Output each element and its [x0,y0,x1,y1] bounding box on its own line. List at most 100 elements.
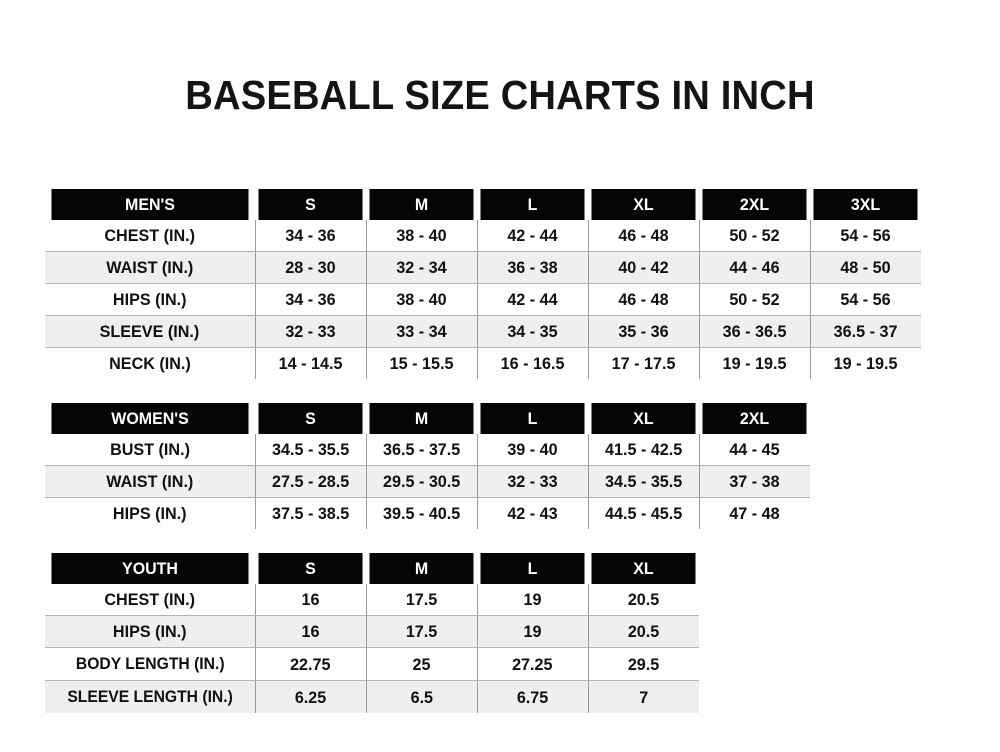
measurement-value: 17 - 17.5 [611,354,676,373]
table-title-youth: YOUTH [51,553,249,584]
measurement-cell: 16 - 16.5 [476,347,589,379]
measurement-value: 34 - 36 [285,290,336,309]
table-header-row: WOMEN'S S M L XL 2XL [45,403,810,434]
measurement-cell: 46 - 48 [587,220,700,252]
measurement-value: 16 [301,590,320,609]
row-label-cell: NECK (IN.) [45,347,256,379]
measurement-cell: 54 - 56 [809,283,921,316]
measurement-value: 27.25 [512,654,553,674]
measurement-value: 34 - 36 [285,226,336,245]
measurement-cell: 29.5 - 30.5 [365,465,478,498]
measurement-value: 19 - 19.5 [722,354,787,373]
measurement-cell: 19 [476,615,589,648]
measurement-cell: 44 - 45 [698,434,810,466]
measurement-value: 42 - 44 [507,226,558,245]
row-label-cell: SLEEVE LENGTH (IN.) [45,680,256,713]
column-header-xl: XL [591,403,696,434]
table-row: WAIST (IN.) 28 - 30 32 - 34 36 - 38 40 - 42 4… [45,251,921,284]
measurement-value: 34.5 - 35.5 [271,440,350,459]
column-header-2xl: 2XL [702,403,807,434]
measurement-cell: 41.5 - 42.5 [587,434,700,466]
size-charts-container: MEN'S S M L XL 2XL 3XL CHEST (IN.) 34 - 36 38 - 4… [45,189,921,713]
measurement-cell: 34 - 35 [476,315,589,348]
measurement-cell: 54 - 56 [809,220,921,252]
table-row: CHEST (IN.) 16 17.5 19 20.5 [45,584,699,616]
measurement-value: 6.75 [516,687,549,707]
measurement-cell: 39.5 - 40.5 [365,497,478,529]
measurement-value: 27.5 - 28.5 [271,472,350,491]
measurement-cell: 20.5 [587,615,699,648]
row-label-text: HIPS (IN.) [112,290,187,309]
measurement-cell: 7 [587,680,699,713]
measurement-value: 15 - 15.5 [389,354,454,373]
table-row: SLEEVE (IN.) 32 - 33 33 - 34 34 - 35 35 - 36… [45,315,921,348]
measurement-value: 14 - 14.5 [278,354,343,373]
row-label-text: HIPS (IN.) [112,504,187,523]
measurement-cell: 16 [254,584,367,616]
row-label-text: HIPS (IN.) [112,622,187,641]
measurement-cell: 36.5 - 37.5 [365,434,478,466]
measurement-value: 20.5 [628,590,660,609]
measurement-cell: 19 - 19.5 [809,347,921,379]
measurement-cell: 32 - 33 [476,465,589,498]
measurement-value: 32 - 33 [285,322,336,341]
measurement-value: 38 - 40 [396,226,447,245]
measurement-cell: 34 - 36 [254,283,367,316]
column-header-l: L [480,553,585,584]
measurement-cell: 17.5 [365,615,478,648]
measurement-cell: 35 - 36 [587,315,700,348]
measurement-cell: 39 - 40 [476,434,589,466]
measurement-value: 17.5 [405,622,438,641]
size-table-womens: WOMEN'S S M L XL 2XL BUST (IN.) 34.5 - 35.5 36.5… [45,403,810,529]
measurement-cell: 38 - 40 [365,220,478,252]
measurement-cell: 40 - 42 [587,251,700,284]
measurement-cell: 25 [365,647,478,681]
column-header-2xl: 2XL [702,189,807,220]
measurement-cell: 36 - 36.5 [698,315,811,348]
row-label-text: BODY LENGTH (IN.) [75,655,225,673]
measurement-cell: 36 - 38 [476,251,589,284]
measurement-value: 32 - 34 [396,258,447,277]
measurement-cell: 47 - 48 [698,497,810,529]
measurement-cell: 44.5 - 45.5 [587,497,700,529]
measurement-cell: 27.5 - 28.5 [254,465,367,498]
table-row: HIPS (IN.) 37.5 - 38.5 39.5 - 40.5 42 - 43 4… [45,497,810,529]
measurement-value: 50 - 52 [729,290,780,309]
measurement-value: 25 [412,654,431,674]
measurement-value: 28 - 30 [285,258,336,277]
measurement-cell: 27.25 [476,647,589,681]
row-label-cell: CHEST (IN.) [45,220,256,252]
column-header-m: M [369,553,474,584]
table-row: BODY LENGTH (IN.) 22.75 25 27.25 29.5 [45,647,699,681]
measurement-value: 48 - 50 [840,258,891,277]
measurement-value: 37.5 - 38.5 [271,504,350,523]
measurement-value: 16 [301,622,320,641]
row-label-cell: SLEEVE (IN.) [45,315,256,348]
measurement-value: 46 - 48 [618,226,669,245]
measurement-cell: 50 - 52 [698,283,811,316]
measurement-cell: 6.5 [365,680,478,713]
row-label-text: WAIST (IN.) [106,258,194,277]
measurement-value: 34.5 - 35.5 [604,472,683,491]
measurement-value: 20.5 [628,622,660,641]
measurement-cell: 22.75 [254,647,367,681]
row-label-cell: HIPS (IN.) [45,615,256,648]
table-row: SLEEVE LENGTH (IN.) 6.25 6.5 6.75 7 [45,680,699,713]
measurement-cell: 6.75 [476,680,589,713]
measurement-value: 6.5 [410,687,433,707]
table-title-mens: MEN'S [51,189,249,220]
measurement-cell: 44 - 46 [698,251,811,284]
measurement-value: 44 - 46 [729,258,780,277]
measurement-cell: 50 - 52 [698,220,811,252]
measurement-cell: 42 - 44 [476,220,589,252]
table-header-row: MEN'S S M L XL 2XL 3XL [45,189,921,220]
measurement-value: 33 - 34 [396,322,447,341]
row-label-text: BUST (IN.) [109,440,190,459]
table-row: WAIST (IN.) 27.5 - 28.5 29.5 - 30.5 32 - 33… [45,465,810,498]
column-header-s: S [258,403,363,434]
table-row: CHEST (IN.) 34 - 36 38 - 40 42 - 44 46 - 48 5… [45,220,921,252]
measurement-value: 17.5 [405,590,438,609]
row-label-text: SLEEVE (IN.) [99,322,200,341]
row-label-text: NECK (IN.) [108,354,191,373]
measurement-cell: 15 - 15.5 [365,347,478,379]
